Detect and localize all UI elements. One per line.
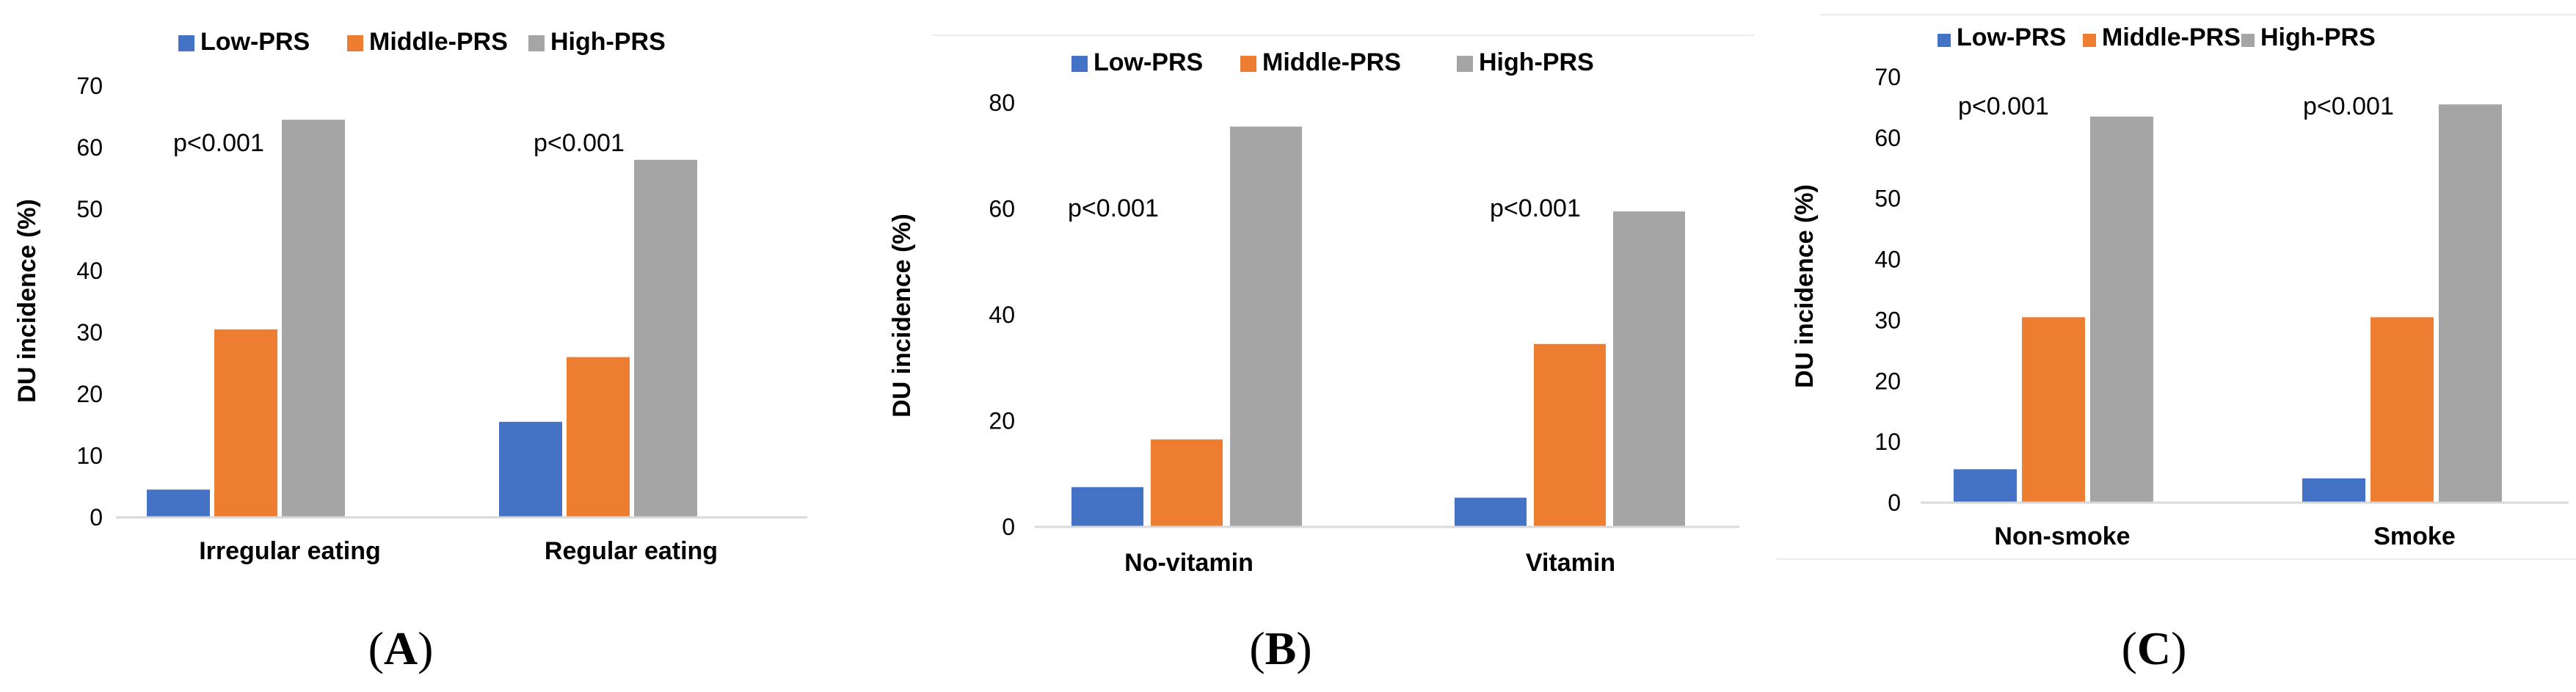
panel-label: (A) bbox=[368, 622, 434, 674]
y-tick-label: 80 bbox=[989, 90, 1015, 116]
bar-high-prs bbox=[634, 159, 697, 518]
legend-swatch-low-prs bbox=[1938, 34, 1951, 47]
bar-middle-prs bbox=[1534, 343, 1606, 527]
y-tick-label: 40 bbox=[1874, 247, 1901, 273]
p-value-annotation: p<0.001 bbox=[173, 129, 264, 157]
bar-middle-prs bbox=[567, 357, 630, 517]
x-category-label: No-vitamin bbox=[1124, 549, 1254, 577]
legend-label: High-PRS bbox=[550, 28, 666, 56]
y-tick-label: 40 bbox=[76, 258, 103, 284]
y-tick-label: 60 bbox=[989, 196, 1015, 222]
legend-label: Middle-PRS bbox=[2102, 23, 2241, 51]
y-tick-label: 60 bbox=[1874, 125, 1901, 151]
legend-swatch-low-prs bbox=[1071, 56, 1088, 72]
bar-low-prs bbox=[1071, 487, 1143, 527]
y-tick-label: 10 bbox=[1874, 429, 1901, 455]
legend-swatch-middle-prs bbox=[1240, 56, 1256, 72]
legend-label: Low-PRS bbox=[1957, 23, 2066, 51]
y-tick-label: 20 bbox=[1874, 368, 1901, 394]
legend-swatch-middle-prs bbox=[347, 35, 363, 51]
y-tick-label: 0 bbox=[1002, 514, 1015, 540]
y-tick-label: 50 bbox=[1874, 186, 1901, 212]
bar-middle-prs bbox=[2022, 317, 2085, 503]
y-tick-label: 50 bbox=[76, 196, 103, 222]
legend-label: Low-PRS bbox=[200, 28, 310, 56]
p-value-annotation: p<0.001 bbox=[534, 129, 625, 157]
y-tick-label: 60 bbox=[76, 134, 103, 161]
bar-low-prs bbox=[2302, 478, 2365, 503]
legend-label: Low-PRS bbox=[1094, 48, 1203, 76]
y-tick-label: 70 bbox=[76, 73, 103, 99]
y-axis-title: DU incidence (%) bbox=[13, 199, 41, 403]
bar-low-prs bbox=[147, 489, 210, 517]
x-category-label: Vitamin bbox=[1526, 549, 1615, 577]
bar-middle-prs bbox=[1151, 439, 1223, 527]
y-tick-label: 0 bbox=[1888, 489, 1901, 516]
panel-label: (C) bbox=[2122, 622, 2187, 674]
x-category-label: Smoke bbox=[2373, 522, 2456, 550]
y-tick-label: 10 bbox=[76, 442, 103, 469]
bar-high-prs bbox=[1230, 126, 1302, 527]
y-tick-label: 30 bbox=[76, 319, 103, 346]
legend-label: Middle-PRS bbox=[369, 28, 508, 56]
y-axis-title: DU incidence (%) bbox=[888, 214, 916, 418]
bar-high-prs bbox=[2090, 116, 2153, 503]
p-value-annotation: p<0.001 bbox=[1958, 92, 2049, 120]
y-tick-label: 40 bbox=[989, 302, 1015, 328]
y-tick-label: 20 bbox=[989, 408, 1015, 434]
y-tick-label: 20 bbox=[76, 381, 103, 407]
y-tick-label: 70 bbox=[1874, 64, 1901, 90]
legend-swatch-high-prs bbox=[528, 35, 545, 51]
bar-low-prs bbox=[1954, 469, 2017, 503]
bar-middle-prs bbox=[2371, 317, 2434, 503]
bar-low-prs bbox=[1455, 498, 1527, 527]
legend-label: High-PRS bbox=[2260, 23, 2376, 51]
legend-swatch-low-prs bbox=[178, 35, 194, 51]
legend-label: High-PRS bbox=[1479, 48, 1594, 76]
panel-label: (B) bbox=[1249, 622, 1311, 674]
bar-low-prs bbox=[499, 421, 562, 517]
bar-high-prs bbox=[282, 120, 345, 517]
panel-a-chart: 0 10 20 30 40 50 60 70 DU incidence (%) Irregular… bbox=[13, 28, 807, 674]
x-category-label: Non-smoke bbox=[1994, 522, 2130, 550]
x-category-label: Irregular eating bbox=[199, 537, 381, 565]
legend-swatch-high-prs bbox=[1457, 56, 1473, 72]
y-tick-label: 30 bbox=[1874, 307, 1901, 333]
bar-middle-prs bbox=[214, 329, 277, 517]
panel-c-chart: 0 10 20 30 40 50 60 70 DU incidence (%) Non-smoke… bbox=[1791, 23, 2569, 674]
p-value-annotation: p<0.001 bbox=[2303, 92, 2394, 120]
y-tick-label: 0 bbox=[90, 504, 103, 531]
p-value-annotation: p<0.001 bbox=[1068, 194, 1159, 222]
legend-swatch-high-prs bbox=[2241, 34, 2255, 47]
p-value-annotation: p<0.001 bbox=[1490, 194, 1581, 222]
bar-high-prs bbox=[1613, 211, 1685, 527]
y-axis-title: DU incidence (%) bbox=[1791, 184, 1819, 388]
x-category-label: Regular eating bbox=[545, 537, 718, 565]
legend-swatch-middle-prs bbox=[2083, 34, 2096, 47]
panel-b-chart: 0 20 40 60 80 DU incidence (%) No-vitamin p<0.0… bbox=[888, 48, 1739, 674]
legend-label: Middle-PRS bbox=[1262, 48, 1401, 76]
bar-high-prs bbox=[2439, 104, 2502, 503]
